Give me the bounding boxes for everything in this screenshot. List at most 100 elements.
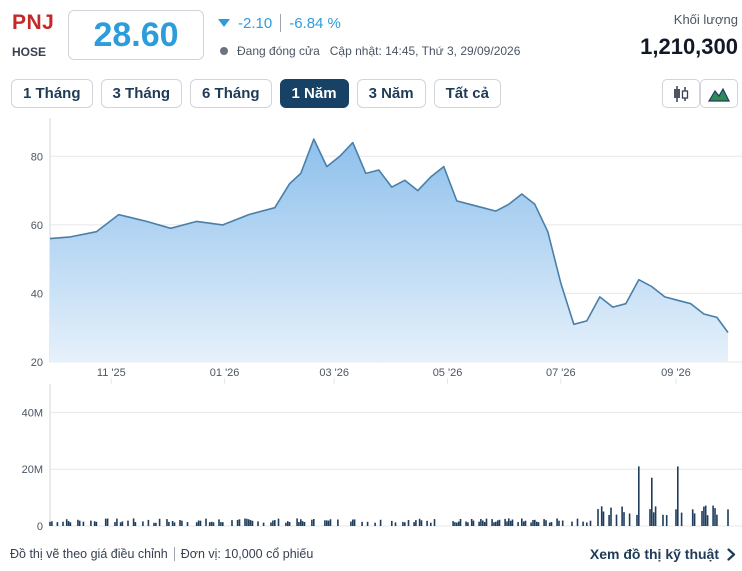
candlestick-chart-button[interactable] <box>662 79 700 108</box>
volume-bar <box>680 512 683 526</box>
volume-bar <box>238 519 241 526</box>
volume-bar <box>62 521 64 526</box>
unit-note: Đơn vị: 10,000 cổ phiếu <box>180 547 314 561</box>
volume-bar <box>119 522 122 526</box>
volume-bar <box>608 515 610 526</box>
volume-bar <box>300 519 302 526</box>
volume-bar <box>404 522 406 526</box>
volume-bar <box>638 466 640 526</box>
volume-bar <box>433 519 436 526</box>
volume-bar <box>550 522 553 526</box>
tab-1-month[interactable]: 1 Tháng <box>11 79 93 108</box>
technical-chart-link-label: Xem đồ thị kỹ thuật <box>589 546 719 562</box>
volume-bar <box>561 520 564 526</box>
volume-tick-label: 0 <box>37 521 43 533</box>
volume-bar <box>537 522 540 526</box>
volume-bar <box>714 508 716 526</box>
volume-bar <box>470 519 473 526</box>
volume-bar <box>716 514 718 526</box>
volume-bar <box>589 520 592 526</box>
tab-1-year[interactable]: 1 Năm <box>279 79 349 108</box>
volume-bar <box>571 521 573 526</box>
volume-bar <box>49 521 51 526</box>
volume-bar <box>116 518 118 526</box>
volume-bar <box>691 509 694 526</box>
volume-bar <box>600 506 603 526</box>
chart-footer: Đồ thị vẽ theo giá điều chỉnh Đơn vị: 10… <box>10 547 313 561</box>
price-series <box>49 138 729 362</box>
volume-bar <box>212 522 215 526</box>
volume-bar <box>173 522 176 526</box>
technical-chart-link[interactable]: Xem đồ thị kỹ thuật <box>590 546 736 562</box>
time-tick-label: 07 '26 <box>546 367 576 379</box>
volume-bar <box>210 521 213 526</box>
volume-bar <box>545 520 547 526</box>
volume-bar <box>459 519 462 526</box>
price-box: 28.60 <box>68 10 204 60</box>
volume-bar <box>186 522 189 526</box>
volume-bar <box>506 521 508 526</box>
volume-bar <box>95 521 98 526</box>
tab-3-years[interactable]: 3 Năm <box>356 79 426 108</box>
volume-bar <box>456 522 458 526</box>
volume-bar <box>158 518 161 526</box>
volume-bar <box>413 522 415 526</box>
time-axis-labels: 11 '25 01 '26 03 '26 05 '26 07 '26 09 '26 <box>97 367 691 384</box>
volume-bar <box>522 521 525 526</box>
volume-bar <box>491 519 493 526</box>
volume-bar <box>649 509 651 526</box>
volume-bar <box>287 521 289 526</box>
volume-bar <box>301 521 304 526</box>
price-area-fill <box>50 139 728 362</box>
volume-bar <box>285 522 287 526</box>
volume-bar <box>556 518 558 526</box>
tab-3-months[interactable]: 3 Tháng <box>100 79 183 108</box>
volume-bar <box>248 519 250 526</box>
volume-bar <box>509 520 512 526</box>
divider <box>173 547 175 561</box>
volume-bar <box>517 522 519 526</box>
volume-bar <box>220 522 222 526</box>
volume-bar <box>457 521 460 526</box>
time-tick-label: 05 '26 <box>433 367 463 379</box>
price-tick-label: 80 <box>31 151 43 163</box>
volume-bar <box>615 514 618 526</box>
volume-bar <box>543 519 545 526</box>
volume-bar <box>93 521 96 526</box>
volume-bar <box>288 522 291 526</box>
volume-bar <box>712 505 714 526</box>
volume-bar <box>274 520 276 526</box>
volume-bar <box>706 515 709 526</box>
volume-bar <box>296 518 298 526</box>
volume-bar <box>478 521 480 526</box>
volume-bar <box>415 520 417 526</box>
area-chart-button[interactable] <box>700 79 738 108</box>
volume-bar <box>353 519 356 526</box>
volume-bar <box>82 521 85 526</box>
volume-bar <box>67 521 70 526</box>
volume-bar <box>693 513 696 526</box>
volume-bar <box>251 520 254 526</box>
volume-bar <box>329 519 332 526</box>
volume-bar <box>508 518 510 526</box>
update-timestamp: Cập nhật: 14:45, Thứ 3, 29/09/2026 <box>329 44 521 58</box>
volume-bar <box>311 519 313 526</box>
volume-bar <box>168 521 170 526</box>
tab-all[interactable]: Tất cả <box>433 79 501 108</box>
volume-bar <box>548 522 551 526</box>
volume-bar <box>576 518 579 526</box>
volume-bar <box>337 519 339 526</box>
volume-bar <box>636 514 638 526</box>
volume-bar <box>465 521 467 526</box>
volume-tick-label: 20M <box>22 464 43 476</box>
volume-bar <box>277 518 280 526</box>
volume-bar <box>597 509 599 526</box>
volume-bar <box>651 477 653 526</box>
volume-bar <box>586 522 588 526</box>
volume-bar <box>602 511 605 526</box>
tab-6-months[interactable]: 6 Tháng <box>190 79 272 108</box>
volume-bar <box>222 522 224 526</box>
price-volume-chart[interactable]: 20 40 60 80 0 20M 40M 11 '25 01 '26 03 '26 05 '2… <box>0 116 742 536</box>
down-triangle-icon <box>218 19 230 27</box>
volume-bar <box>366 521 369 526</box>
